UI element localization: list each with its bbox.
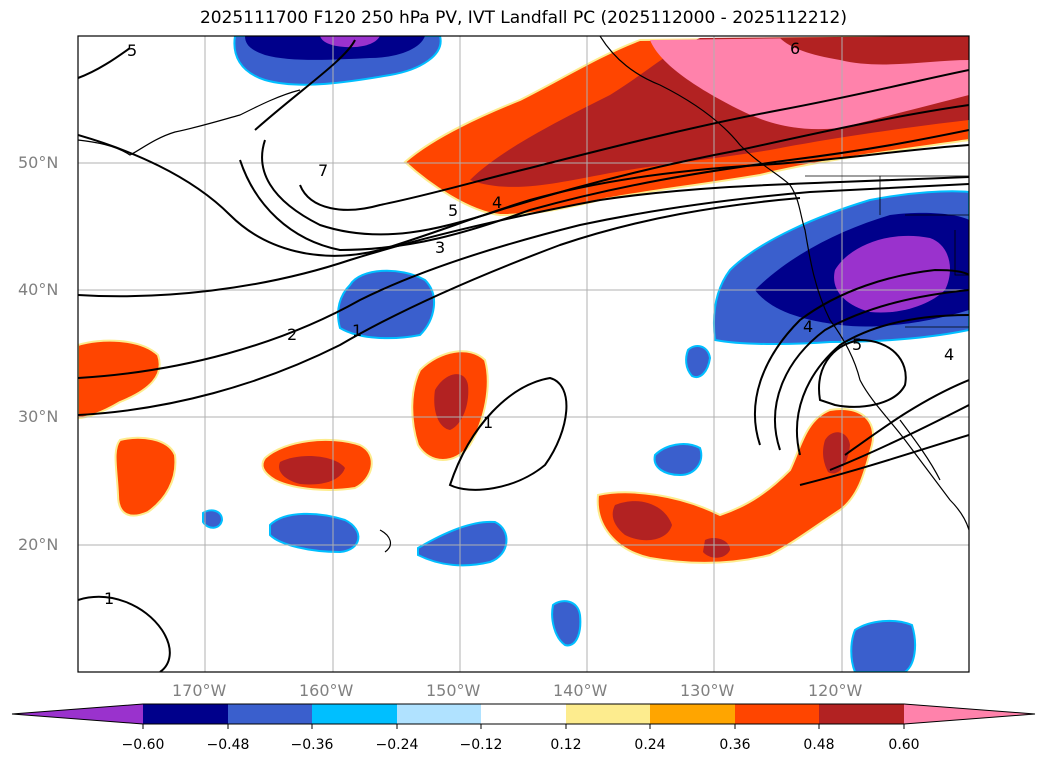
lat-label: 30°N <box>18 407 59 426</box>
lon-label: 120°W <box>808 681 863 700</box>
colorbar-seg-0 <box>12 704 143 724</box>
colorbar-seg-3 <box>312 704 397 724</box>
positive-band-subtropical-core-b <box>823 432 850 474</box>
map-title: 2025111700 F120 250 hPa PV, IVT Landfall… <box>199 8 847 28</box>
contour-label: 4 <box>803 317 813 336</box>
colorbar-tick-label: 0.48 <box>803 737 835 753</box>
lon-label: 160°W <box>299 681 354 700</box>
contour-label: 1 <box>104 589 114 608</box>
positive-band-subtropical-core-a <box>612 501 672 541</box>
colorbar-tick-label: 0.12 <box>550 737 582 753</box>
negative-blob-west-us-core <box>834 235 950 313</box>
colorbar-seg-2 <box>228 704 312 724</box>
pv-contours <box>78 39 969 672</box>
lat-label: 50°N <box>18 153 59 172</box>
map-frame <box>77 35 970 673</box>
lon-label: 140°W <box>553 681 608 700</box>
colorbar-seg-4 <box>397 704 481 724</box>
shaded-fields <box>78 36 969 672</box>
gridlines <box>78 36 969 672</box>
colorbar-tick-label: −0.24 <box>375 737 419 753</box>
colorbar-seg-7 <box>650 704 735 724</box>
political-borders <box>805 175 969 328</box>
colorbar-seg-8 <box>735 704 819 724</box>
contour-label: 6 <box>790 39 800 58</box>
lat-label: 20°N <box>18 535 59 554</box>
negative-blob-north-dark <box>245 36 425 60</box>
colorbar-tick-label: 0.24 <box>634 737 666 753</box>
positive-blob-hawaii-north-core <box>279 456 345 485</box>
negative-blob-north-core <box>320 36 380 48</box>
contour-label: 1 <box>352 321 362 340</box>
lon-label: 170°W <box>172 681 227 700</box>
colorbar-seg-10 <box>904 704 1035 724</box>
contour-label: 4 <box>492 193 502 212</box>
colorbar-tick-label: 0.36 <box>719 737 751 753</box>
colorbar-seg-1 <box>143 704 228 724</box>
negative-blob-southeast <box>850 619 917 672</box>
negative-blob-hawaii-west <box>269 512 360 554</box>
positive-blob-southwest <box>114 436 177 517</box>
negative-blob-small-d <box>551 600 582 647</box>
negative-blob-hawaii-east <box>417 520 508 567</box>
positive-band-darkred-top <box>780 36 969 65</box>
contour-label: 5 <box>852 335 862 354</box>
contour-label: 2 <box>287 325 297 344</box>
negative-blob-small-a <box>653 443 703 477</box>
colorbar-seg-6 <box>566 704 650 724</box>
lon-label: 130°W <box>680 681 735 700</box>
contour-label: 5 <box>127 41 137 60</box>
contour-label: 5 <box>448 201 458 220</box>
contour-label: 3 <box>435 238 445 257</box>
lon-label: 150°W <box>426 681 481 700</box>
colorbar-tick-label: −0.60 <box>121 737 165 753</box>
lat-label: 40°N <box>18 280 59 299</box>
colorbar-seg-5 <box>481 704 566 724</box>
contour-label: 7 <box>318 161 328 180</box>
contour-label: 4 <box>944 345 954 364</box>
negative-blob-small-c <box>202 509 224 529</box>
colorbar-tick-label: −0.48 <box>206 737 250 753</box>
colorbar <box>11 703 1036 729</box>
positive-band-subtropical-core-c <box>703 538 730 558</box>
colorbar-seg-9 <box>819 704 904 724</box>
negative-blob-small-b <box>685 345 712 378</box>
contour-label: 1 <box>483 413 493 432</box>
colorbar-tick-label: 0.60 <box>888 737 920 753</box>
contour-label-group: 5 7 5 4 3 2 1 1 6 4 5 4 1 <box>104 39 954 608</box>
colorbar-tick-label: −0.12 <box>459 737 503 753</box>
negative-blob-central <box>337 269 436 340</box>
colorbar-tick-label: −0.36 <box>290 737 334 753</box>
